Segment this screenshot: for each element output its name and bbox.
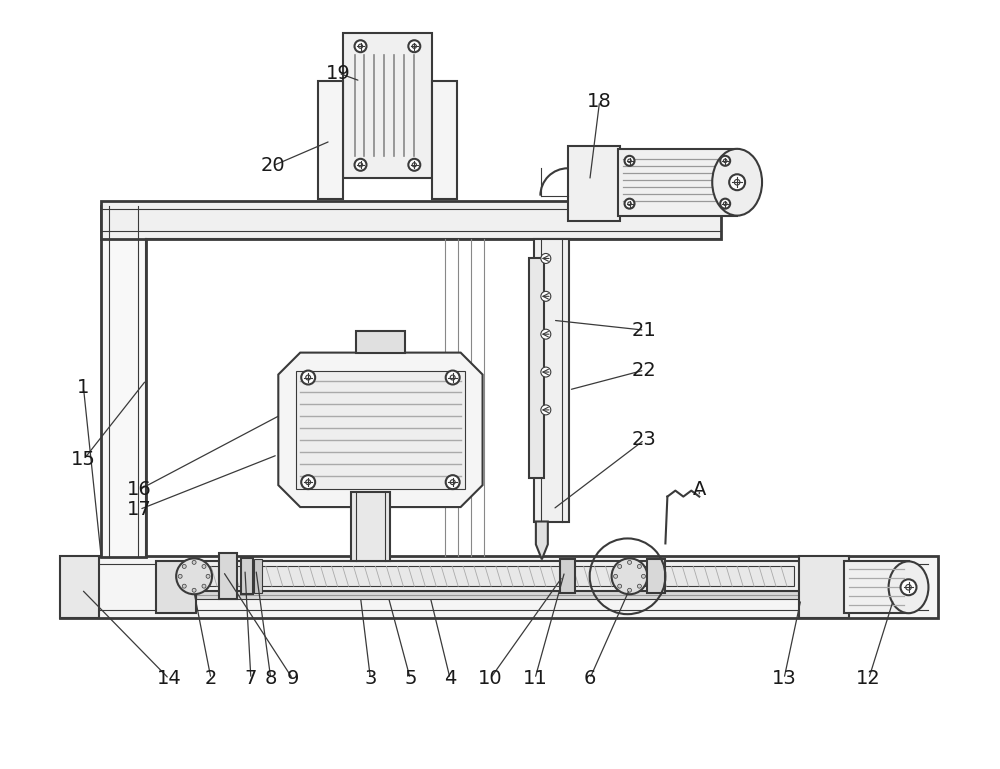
Bar (432, 81, 457, 198)
Text: 4: 4 (444, 670, 456, 688)
Circle shape (628, 561, 632, 564)
Text: 6: 6 (583, 670, 596, 688)
Text: 12: 12 (856, 670, 881, 688)
Circle shape (625, 198, 635, 208)
Bar (560, 559, 575, 593)
Text: 11: 11 (522, 670, 547, 688)
Circle shape (541, 254, 551, 264)
Circle shape (637, 584, 641, 588)
Text: 8: 8 (265, 670, 277, 688)
Text: 20: 20 (261, 156, 285, 175)
Bar (156, 561, 196, 613)
Bar (799, 557, 849, 618)
Text: 13: 13 (772, 670, 796, 688)
Circle shape (720, 198, 730, 208)
Circle shape (192, 561, 196, 564)
Circle shape (541, 291, 551, 301)
Circle shape (408, 40, 420, 52)
Circle shape (202, 564, 206, 568)
Bar (647, 559, 665, 593)
Bar (254, 559, 262, 593)
Bar (219, 554, 237, 599)
Bar (196, 591, 804, 599)
Circle shape (182, 584, 186, 588)
Circle shape (729, 175, 745, 190)
Bar (241, 558, 253, 594)
Circle shape (176, 558, 212, 594)
Bar (318, 81, 343, 198)
Text: 10: 10 (478, 670, 502, 688)
Bar (529, 258, 544, 478)
Circle shape (192, 588, 196, 592)
Circle shape (355, 40, 366, 52)
Polygon shape (536, 521, 548, 559)
Bar (60, 557, 99, 618)
Circle shape (612, 558, 647, 594)
Text: 7: 7 (245, 670, 257, 688)
Bar (844, 561, 909, 613)
Polygon shape (278, 353, 483, 507)
Circle shape (720, 156, 730, 166)
Circle shape (541, 367, 551, 377)
Text: 14: 14 (157, 670, 182, 688)
Text: A: A (693, 480, 706, 499)
Text: 1: 1 (77, 378, 90, 398)
Text: 15: 15 (71, 450, 96, 469)
Bar (206, 566, 794, 586)
Circle shape (301, 371, 315, 384)
Text: 2: 2 (205, 670, 217, 688)
Circle shape (901, 579, 916, 595)
Circle shape (202, 584, 206, 588)
Text: 19: 19 (326, 64, 351, 82)
Text: 18: 18 (587, 92, 612, 111)
Text: 3: 3 (364, 670, 377, 688)
Text: 17: 17 (127, 500, 152, 519)
Circle shape (408, 159, 420, 171)
Circle shape (178, 574, 182, 578)
Circle shape (637, 564, 641, 568)
Bar (351, 491, 390, 561)
Circle shape (625, 156, 635, 166)
Text: 23: 23 (632, 431, 657, 449)
Circle shape (541, 329, 551, 339)
Circle shape (618, 564, 622, 568)
Bar (101, 201, 721, 238)
Circle shape (618, 584, 622, 588)
Text: 5: 5 (404, 670, 417, 688)
Bar (356, 331, 405, 353)
Bar (296, 371, 465, 489)
Bar (196, 561, 804, 591)
Text: 9: 9 (287, 670, 299, 688)
Circle shape (182, 564, 186, 568)
Bar (618, 149, 737, 215)
Text: 22: 22 (632, 361, 657, 380)
Circle shape (355, 159, 366, 171)
Bar (101, 205, 146, 558)
Text: 16: 16 (127, 480, 152, 499)
Circle shape (641, 574, 645, 578)
Circle shape (614, 574, 618, 578)
Bar (568, 146, 620, 221)
Circle shape (446, 475, 460, 489)
Circle shape (206, 574, 210, 578)
Bar (60, 557, 938, 618)
Circle shape (628, 588, 632, 592)
Bar (534, 238, 569, 522)
Text: 21: 21 (632, 321, 657, 340)
Ellipse shape (712, 149, 762, 215)
Ellipse shape (889, 561, 928, 613)
Circle shape (541, 405, 551, 415)
Bar (343, 33, 432, 178)
Circle shape (301, 475, 315, 489)
Circle shape (446, 371, 460, 384)
